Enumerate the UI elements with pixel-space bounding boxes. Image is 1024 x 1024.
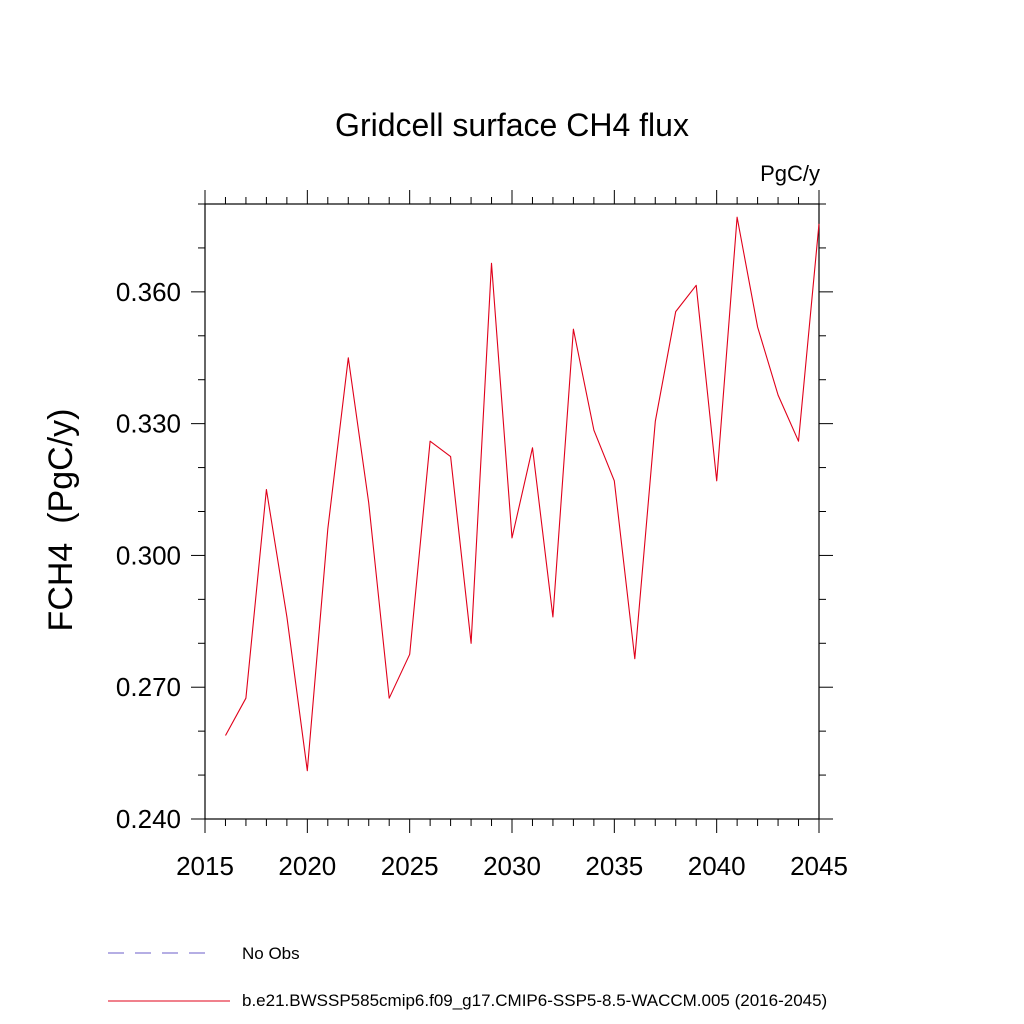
plot-frame <box>204 203 820 820</box>
axis-ticks <box>191 190 833 833</box>
y-tick-label: 0.360 <box>116 277 181 307</box>
series-line-0 <box>225 216 820 772</box>
series-layer <box>225 216 820 772</box>
y-tick-label: 0.300 <box>116 540 181 570</box>
legend-label-no-obs: No Obs <box>242 944 300 963</box>
chart-title: Gridcell surface CH4 flux <box>335 107 689 143</box>
y-tick-label: 0.240 <box>116 804 181 834</box>
y-tick-label: 0.330 <box>116 409 181 439</box>
legend: No Obs b.e21.BWSSP585cmip6.f09_g17.CMIP6… <box>108 944 827 1010</box>
y-tick-label: 0.270 <box>116 672 181 702</box>
x-tick-label: 2030 <box>483 851 541 881</box>
legend-label-model: b.e21.BWSSP585cmip6.f09_g17.CMIP6-SSP5-8… <box>242 991 827 1010</box>
x-tick-label: 2020 <box>278 851 336 881</box>
y-axis-label: FCH4 (PgC/y) <box>42 409 80 632</box>
x-tick-label: 2035 <box>585 851 643 881</box>
x-tick-label: 2015 <box>176 851 234 881</box>
axis-tick-labels: 2015 2020 2025 2030 2035 2040 2045 0.240 0.270 0.… <box>116 277 848 881</box>
x-tick-label: 2025 <box>381 851 439 881</box>
x-tick-label: 2045 <box>790 851 848 881</box>
units-label: PgC/y <box>760 161 820 186</box>
x-tick-label: 2040 <box>688 851 746 881</box>
